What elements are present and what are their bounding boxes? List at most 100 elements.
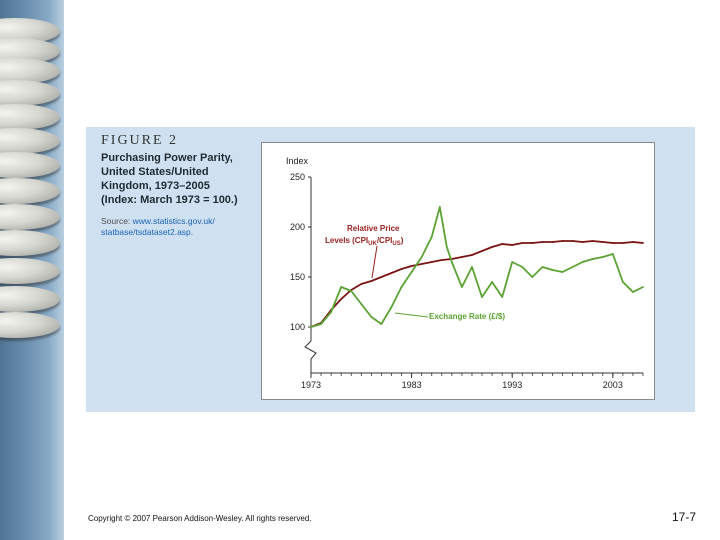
copyright-text: Copyright © 2007 Pearson Addison-Wesley.… [88, 514, 312, 523]
relative-price-point [491, 246, 493, 248]
relative-price-point [551, 241, 554, 243]
coin-image [0, 80, 60, 106]
relative-price-point [632, 241, 634, 243]
x-tick-label: 1993 [502, 380, 522, 390]
relative-price-point [471, 254, 473, 256]
exchange-rate-point [340, 286, 343, 288]
x-tick-label: 1973 [301, 380, 321, 390]
exchange-rate-point [571, 266, 574, 268]
exchange-rate-point [380, 323, 383, 325]
relative-price-point [581, 241, 584, 243]
relative-price-point [380, 276, 383, 278]
relative-price-point [410, 265, 413, 267]
exchange-rate-point [531, 276, 534, 278]
exchange-rate-point [410, 271, 413, 273]
source-prefix: Source: [101, 216, 133, 226]
relative-price-point [541, 241, 544, 243]
figure-title-line: Kingdom, 1973–2005 [101, 180, 210, 192]
y-axis-break-mark [304, 340, 317, 360]
exchange-rate-point [310, 326, 312, 328]
relative-price-point [501, 243, 504, 245]
relative-price-point [561, 240, 564, 242]
exchange-rate-point [621, 281, 624, 283]
annotation-sub-uk: UK [368, 241, 377, 247]
exchange-rate-point [320, 323, 322, 325]
exchange-rate-point [450, 261, 453, 263]
relative-price-point [591, 240, 594, 242]
relative-price-point [420, 263, 423, 265]
y-tick-label: 150 [290, 272, 305, 282]
exchange-rate-point [330, 311, 333, 313]
x-tick-label: 2003 [603, 380, 623, 390]
exchange-rate-point [438, 206, 441, 208]
exchange-rate-point [471, 266, 473, 268]
relative-price-point [340, 298, 343, 300]
relative-price-point [430, 261, 433, 263]
relative-price-point [440, 259, 443, 261]
coin-image [0, 312, 60, 338]
exchange-rate-point [591, 258, 594, 260]
relative-price-line [310, 240, 644, 328]
annotation-part: /CPI [377, 236, 393, 245]
relative-price-annotation-label: Levels (CPIUK/CPIUS) [325, 236, 404, 247]
exchange-rate-point [360, 303, 363, 305]
coin-image [0, 128, 60, 154]
relative-price-point [601, 241, 604, 243]
annotation-part: ) [401, 236, 404, 245]
coin-image [0, 286, 60, 312]
source-url: statbase/tsdataset2.asp. [101, 227, 194, 237]
annotation-sub-us: US [392, 241, 400, 247]
x-tick-label: 1983 [402, 380, 422, 390]
page-number: 17-7 [672, 510, 697, 524]
decorative-coin-stack [0, 0, 64, 540]
exchange-rate-point [611, 253, 614, 255]
relative-price-point [400, 268, 403, 270]
relative-price-point [521, 242, 524, 244]
coin-image [0, 230, 60, 256]
exchange-rate-point [461, 286, 463, 288]
exchange-rate-point [501, 296, 504, 298]
exchange-rate-point [601, 256, 604, 258]
figure-title-line: (Index: March 1973 = 100.) [101, 194, 238, 206]
figure-title-line: United States/United [101, 166, 209, 178]
y-axis-label: Index [286, 156, 309, 166]
source-url: www.statistics.gov.uk/ [132, 216, 215, 226]
exchange-rate-point [445, 246, 448, 248]
relative-price-point [481, 250, 483, 252]
exchange-rate-point [430, 236, 433, 238]
figure-label: FIGURE 2 [101, 133, 179, 148]
relative-price-point [531, 242, 534, 244]
coin-image [0, 178, 60, 204]
relative-price-annotation-title: Relative Price [347, 224, 400, 233]
coin-image [0, 104, 60, 130]
exchange-rate-annotation: Exchange Rate (£/$) [429, 312, 505, 321]
relative-price-point [511, 244, 514, 246]
exchange-rate-point [561, 271, 564, 273]
relative-price-point [642, 242, 644, 244]
exchange-rate-point [390, 306, 393, 308]
exchange-rate-point [521, 266, 524, 268]
y-tick-label: 200 [290, 222, 305, 232]
figure-title: Purchasing Power Parity, United States/U… [101, 151, 256, 207]
coin-image [0, 258, 60, 284]
coin-image [0, 152, 60, 178]
relative-price-point [461, 256, 463, 258]
relative-price-pointer [371, 245, 378, 279]
ppp-line-chart: Index 100 150 200 250 1973 1983 1993 2003 Relati… [286, 156, 644, 390]
exchange-rate-point [642, 286, 644, 288]
relative-price-point [370, 280, 373, 282]
exchange-rate-point [541, 266, 544, 268]
exchange-rate-point [551, 269, 554, 271]
annotation-part: Levels (CPI [325, 236, 368, 245]
y-tick-label: 250 [290, 172, 305, 182]
figure-source: Source: www.statistics.gov.uk/ statbase/… [101, 216, 256, 238]
coin-image [0, 204, 60, 230]
relative-price-point [571, 240, 574, 242]
exchange-rate-point [481, 296, 483, 298]
exchange-rate-pointer [394, 312, 429, 318]
relative-price-point [360, 283, 363, 285]
relative-price-point [390, 272, 393, 274]
exchange-rate-point [491, 281, 493, 283]
exchange-rate-point [420, 256, 423, 258]
exchange-rate-point [511, 261, 514, 263]
